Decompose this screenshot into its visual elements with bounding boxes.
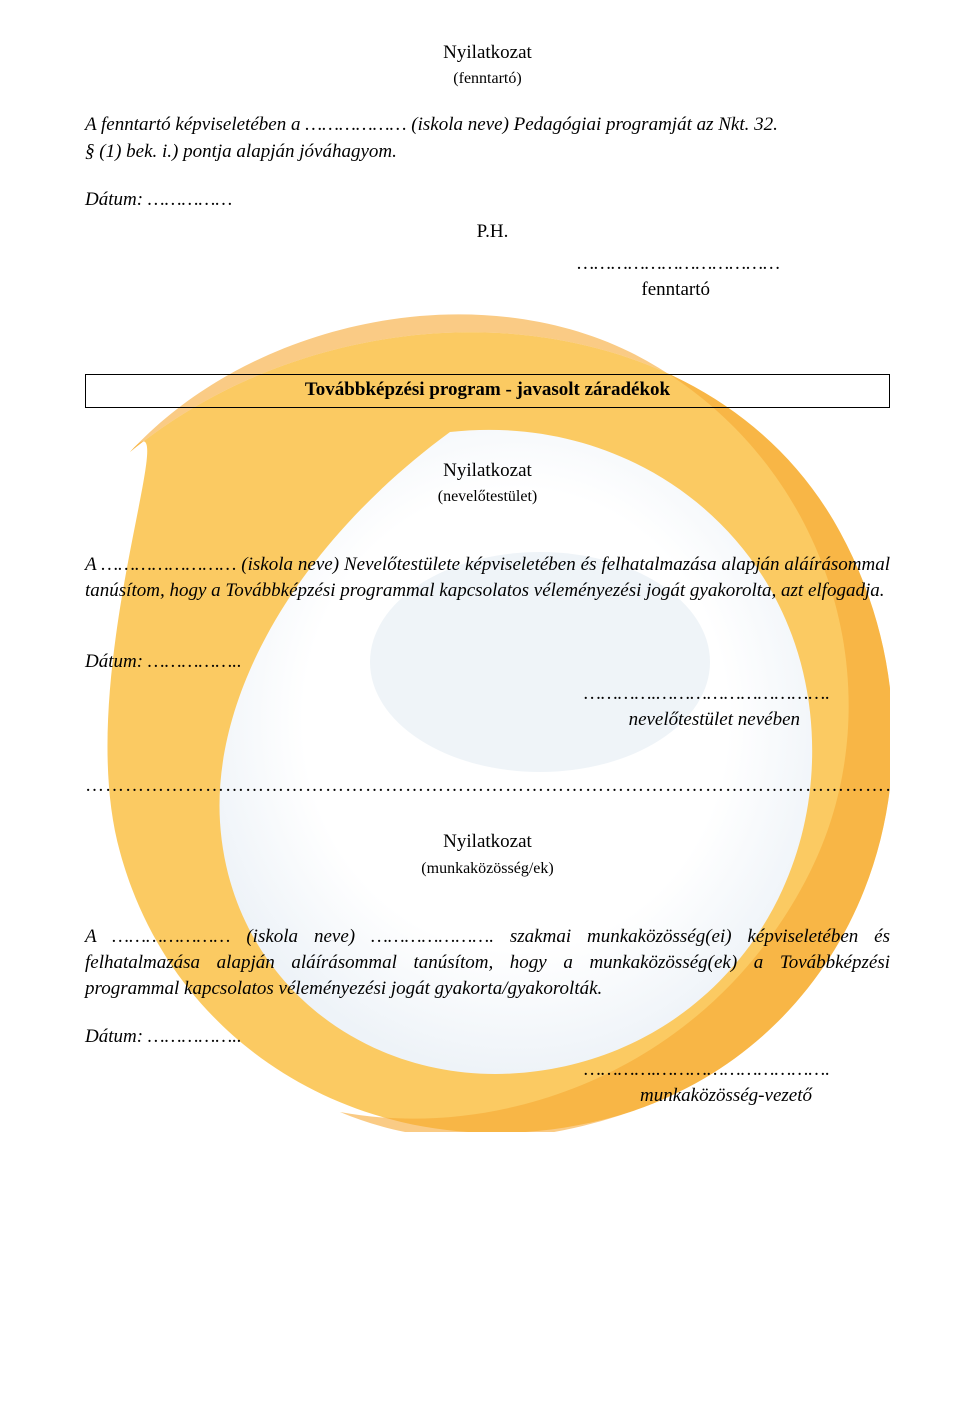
s1-sig-caption: fenntartó	[85, 277, 890, 303]
s3-subtitle: (munkaközösség/ek)	[85, 858, 890, 880]
s3-date: Dátum: ……………..	[85, 1024, 890, 1050]
s1-body-line1: A fenntartó képviseletében a ……………… (isk…	[85, 112, 890, 138]
s3-sig-dots: ………….………………………….	[85, 1057, 890, 1083]
s2-date: Dátum: ……………..	[85, 649, 890, 675]
s3-body: A ………………… (iskola neve) …………………. szakmai…	[85, 924, 890, 1003]
s2-sig-dots: ………….………………………….	[85, 681, 890, 707]
s2-sig-caption: nevelőtestület nevében	[85, 707, 890, 733]
s1-subtitle: (fenntartó)	[85, 68, 890, 90]
s1-sig-dots: ………………………………	[85, 251, 890, 277]
s1-date: Dátum: ……………	[85, 187, 890, 213]
s2-body: A …………………… (iskola neve) Nevelőtestülete…	[85, 552, 890, 604]
document-body: Nyilatkozat (fenntartó) A fenntartó képv…	[0, 0, 960, 1149]
s3-title: Nyilatkozat	[85, 829, 890, 855]
s1-title: Nyilatkozat	[85, 40, 890, 66]
separator-dots: ……………………………………………………………………………………………………………	[85, 773, 890, 799]
boxed-section-title: Továbbképzési program - javasolt záradék…	[85, 374, 890, 408]
s2-subtitle: (nevelőtestület)	[85, 486, 890, 508]
s1-body-line2: § (1) bek. i.) pontja alapján jóváhagyom…	[85, 139, 890, 165]
s1-ph: P.H.	[85, 219, 890, 245]
s2-title: Nyilatkozat	[85, 458, 890, 484]
s3-sig-caption: munkaközösség-vezető	[85, 1083, 890, 1109]
